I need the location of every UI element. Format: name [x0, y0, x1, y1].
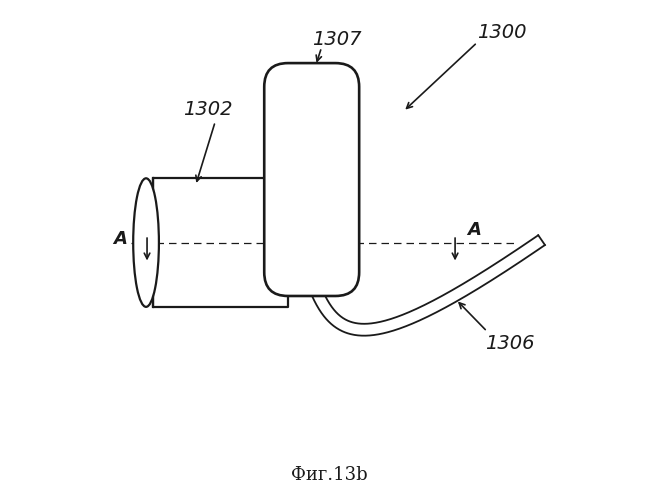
Text: 1300: 1300 — [477, 23, 527, 42]
Text: 1307: 1307 — [312, 30, 361, 50]
Ellipse shape — [133, 178, 159, 307]
FancyBboxPatch shape — [265, 63, 359, 296]
Text: Фиг.13b: Фиг.13b — [291, 466, 367, 484]
Text: 1306: 1306 — [485, 334, 534, 353]
Text: A: A — [113, 230, 127, 248]
Text: 1302: 1302 — [183, 100, 233, 118]
Text: A: A — [467, 221, 481, 239]
